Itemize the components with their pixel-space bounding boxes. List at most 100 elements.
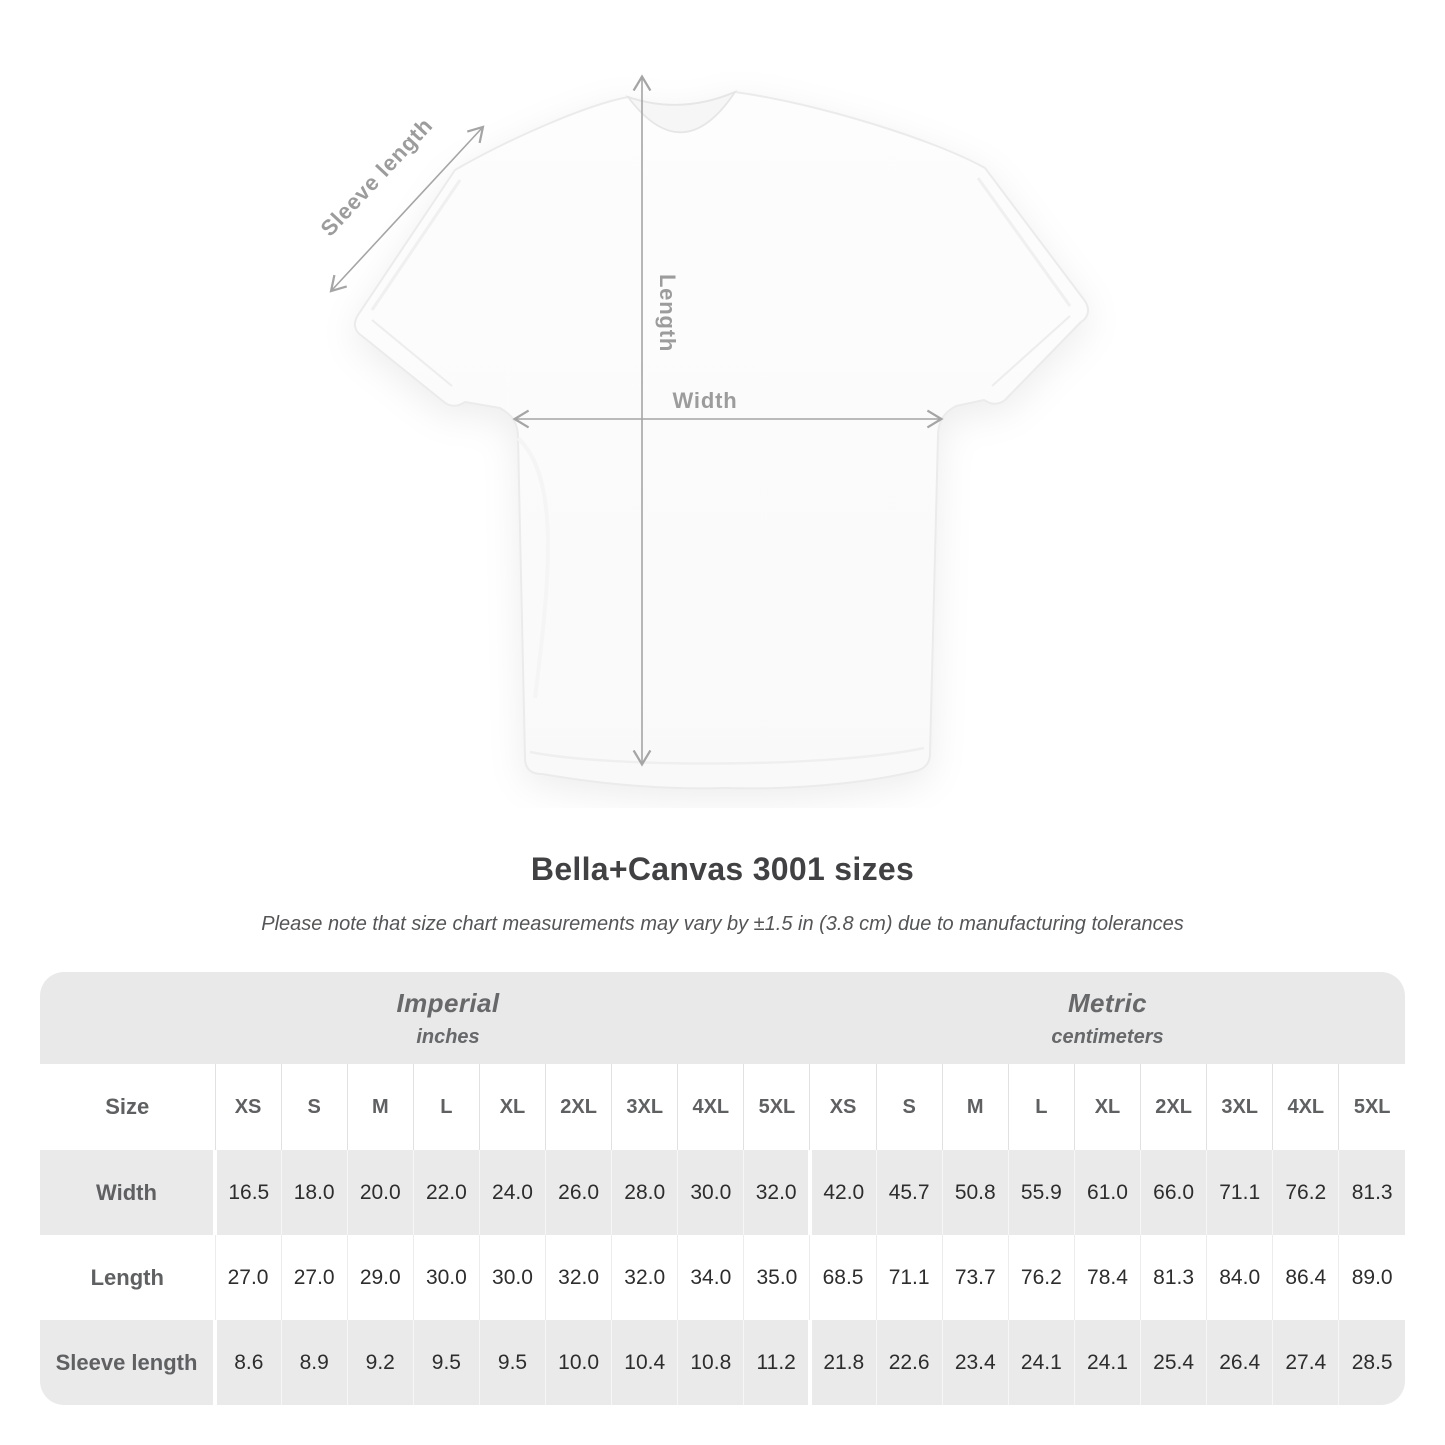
table-row-sleeve-length: Sleeve length 8.6 8.9 9.2 9.5 9.5 10.0 10.4 10.… bbox=[40, 1320, 1405, 1405]
value-length-metric-l: 76.2 bbox=[1007, 1235, 1075, 1320]
value-width-metric-3xl: 71.1 bbox=[1206, 1150, 1273, 1235]
size-col-imperial-xs: XS bbox=[214, 1064, 282, 1150]
value-length-metric-xl: 78.4 bbox=[1073, 1235, 1141, 1320]
value-width-metric-2xl: 66.0 bbox=[1140, 1150, 1207, 1235]
row-label-length: Length bbox=[40, 1235, 215, 1320]
size-col-metric-xl: XL bbox=[1073, 1064, 1141, 1150]
value-sleeve-length-imperial-5xl: 11.2 bbox=[743, 1320, 810, 1405]
size-col-metric-4xl: 4XL bbox=[1272, 1064, 1339, 1150]
table-row-length: Length 27.0 27.0 29.0 30.0 30.0 32.0 32.0 34.0 3… bbox=[40, 1235, 1405, 1320]
right-sleeve-seam bbox=[976, 177, 1072, 307]
size-col-imperial-s: S bbox=[280, 1064, 348, 1150]
size-col-imperial-5xl: 5XL bbox=[743, 1064, 810, 1150]
length-label: Length bbox=[655, 274, 680, 352]
value-sleeve-length-imperial-xs: 8.6 bbox=[212, 1320, 282, 1405]
size-col-metric-m: M bbox=[941, 1064, 1009, 1150]
size-header-row: Size XS S M L XL 2XL 3XL 4XL 5XL XS S M L XL 2XL 3XL 4XL… bbox=[40, 1064, 1405, 1150]
value-sleeve-length-imperial-xl: 9.5 bbox=[478, 1320, 546, 1405]
tshirt-diagram: Sleeve length Length Width bbox=[320, 58, 1120, 808]
value-width-imperial-xs: 16.5 bbox=[212, 1150, 282, 1235]
size-col-metric-s: S bbox=[875, 1064, 943, 1150]
value-sleeve-length-metric-l: 24.1 bbox=[1007, 1320, 1075, 1405]
size-chart-table: Imperial inches Metric centimeters Size … bbox=[40, 972, 1405, 1405]
value-width-imperial-3xl: 28.0 bbox=[611, 1150, 678, 1235]
value-sleeve-length-imperial-s: 8.9 bbox=[280, 1320, 348, 1405]
value-length-metric-2xl: 81.3 bbox=[1140, 1235, 1207, 1320]
value-width-imperial-s: 18.0 bbox=[280, 1150, 348, 1235]
size-col-metric-5xl: 5XL bbox=[1338, 1064, 1405, 1150]
value-length-imperial-5xl: 35.0 bbox=[743, 1235, 810, 1320]
row-label-width: Width bbox=[40, 1150, 215, 1235]
value-length-metric-xs: 68.5 bbox=[809, 1235, 877, 1320]
left-cuff-stitch bbox=[371, 319, 453, 387]
size-col-metric-xs: XS bbox=[809, 1064, 877, 1150]
metric-group-header: Metric centimeters bbox=[809, 972, 1405, 1064]
size-table-container: Imperial inches Metric centimeters Size … bbox=[40, 972, 1405, 1405]
value-sleeve-length-metric-xs: 21.8 bbox=[807, 1320, 877, 1405]
value-width-imperial-l: 22.0 bbox=[412, 1150, 480, 1235]
hem-stitch bbox=[529, 746, 925, 765]
metric-unit: centimeters bbox=[1051, 1025, 1164, 1048]
value-width-imperial-5xl: 32.0 bbox=[743, 1150, 810, 1235]
value-length-imperial-2xl: 32.0 bbox=[545, 1235, 612, 1320]
table-row-width: Width 16.5 18.0 20.0 22.0 24.0 26.0 28.0 30.0 32… bbox=[40, 1150, 1405, 1235]
value-sleeve-length-metric-2xl: 25.4 bbox=[1140, 1320, 1207, 1405]
value-length-imperial-m: 29.0 bbox=[346, 1235, 414, 1320]
value-sleeve-length-imperial-l: 9.5 bbox=[412, 1320, 480, 1405]
value-sleeve-length-imperial-m: 9.2 bbox=[346, 1320, 414, 1405]
size-col-imperial-l: L bbox=[412, 1064, 480, 1150]
value-length-imperial-xl: 30.0 bbox=[478, 1235, 546, 1320]
value-length-metric-3xl: 84.0 bbox=[1206, 1235, 1273, 1320]
value-length-imperial-3xl: 32.0 bbox=[611, 1235, 678, 1320]
value-sleeve-length-metric-s: 22.6 bbox=[875, 1320, 943, 1405]
imperial-unit: inches bbox=[416, 1025, 480, 1048]
value-sleeve-length-imperial-3xl: 10.4 bbox=[611, 1320, 678, 1405]
size-col-imperial-m: M bbox=[346, 1064, 414, 1150]
value-sleeve-length-metric-xl: 24.1 bbox=[1073, 1320, 1141, 1405]
tshirt-shape bbox=[353, 89, 1090, 790]
imperial-label: Imperial bbox=[396, 987, 500, 1018]
size-col-imperial-4xl: 4XL bbox=[677, 1064, 744, 1150]
value-length-imperial-l: 30.0 bbox=[412, 1235, 480, 1320]
size-col-imperial-xl: XL bbox=[478, 1064, 546, 1150]
value-sleeve-length-metric-3xl: 26.4 bbox=[1206, 1320, 1273, 1405]
value-length-imperial-xs: 27.0 bbox=[214, 1235, 282, 1320]
value-width-metric-5xl: 81.3 bbox=[1338, 1150, 1405, 1235]
value-width-metric-s: 45.7 bbox=[875, 1150, 943, 1235]
value-width-metric-xs: 42.0 bbox=[807, 1150, 877, 1235]
sleeve-length-arrow bbox=[329, 125, 485, 293]
tolerance-note: Please note that size chart measurements… bbox=[261, 913, 1184, 935]
unit-group-row: Imperial inches Metric centimeters bbox=[40, 972, 1405, 1064]
value-length-imperial-s: 27.0 bbox=[280, 1235, 348, 1320]
value-length-metric-4xl: 86.4 bbox=[1272, 1235, 1339, 1320]
value-width-imperial-xl: 24.0 bbox=[478, 1150, 546, 1235]
value-sleeve-length-metric-m: 23.4 bbox=[941, 1320, 1009, 1405]
metric-label: Metric bbox=[1068, 987, 1147, 1018]
body-wrinkle bbox=[516, 436, 550, 699]
tshirt-illustration: Sleeve length Length Width bbox=[320, 74, 1090, 790]
size-col-imperial-2xl: 2XL bbox=[545, 1064, 612, 1150]
value-sleeve-length-imperial-2xl: 10.0 bbox=[545, 1320, 612, 1405]
size-col-imperial-3xl: 3XL bbox=[611, 1064, 678, 1150]
value-width-metric-l: 55.9 bbox=[1007, 1150, 1075, 1235]
value-width-imperial-4xl: 30.0 bbox=[677, 1150, 744, 1235]
imperial-group-header: Imperial inches bbox=[40, 972, 810, 1064]
value-sleeve-length-metric-4xl: 27.4 bbox=[1272, 1320, 1339, 1405]
value-width-imperial-2xl: 26.0 bbox=[545, 1150, 612, 1235]
value-length-metric-m: 73.7 bbox=[941, 1235, 1009, 1320]
row-label-sleeve-length: Sleeve length bbox=[40, 1320, 215, 1405]
size-col-metric-3xl: 3XL bbox=[1206, 1064, 1273, 1150]
value-width-metric-m: 50.8 bbox=[941, 1150, 1009, 1235]
page-title: Bella+Canvas 3001 sizes bbox=[530, 851, 915, 887]
collar bbox=[625, 89, 738, 134]
size-column-header: Size bbox=[40, 1064, 215, 1150]
value-sleeve-length-imperial-4xl: 10.8 bbox=[677, 1320, 744, 1405]
value-sleeve-length-metric-5xl: 28.5 bbox=[1338, 1320, 1405, 1405]
value-length-metric-s: 71.1 bbox=[875, 1235, 943, 1320]
size-col-metric-l: L bbox=[1007, 1064, 1075, 1150]
value-width-metric-xl: 61.0 bbox=[1073, 1150, 1141, 1235]
value-width-metric-4xl: 76.2 bbox=[1272, 1150, 1339, 1235]
value-length-imperial-4xl: 34.0 bbox=[677, 1235, 744, 1320]
right-cuff-stitch bbox=[991, 315, 1071, 387]
